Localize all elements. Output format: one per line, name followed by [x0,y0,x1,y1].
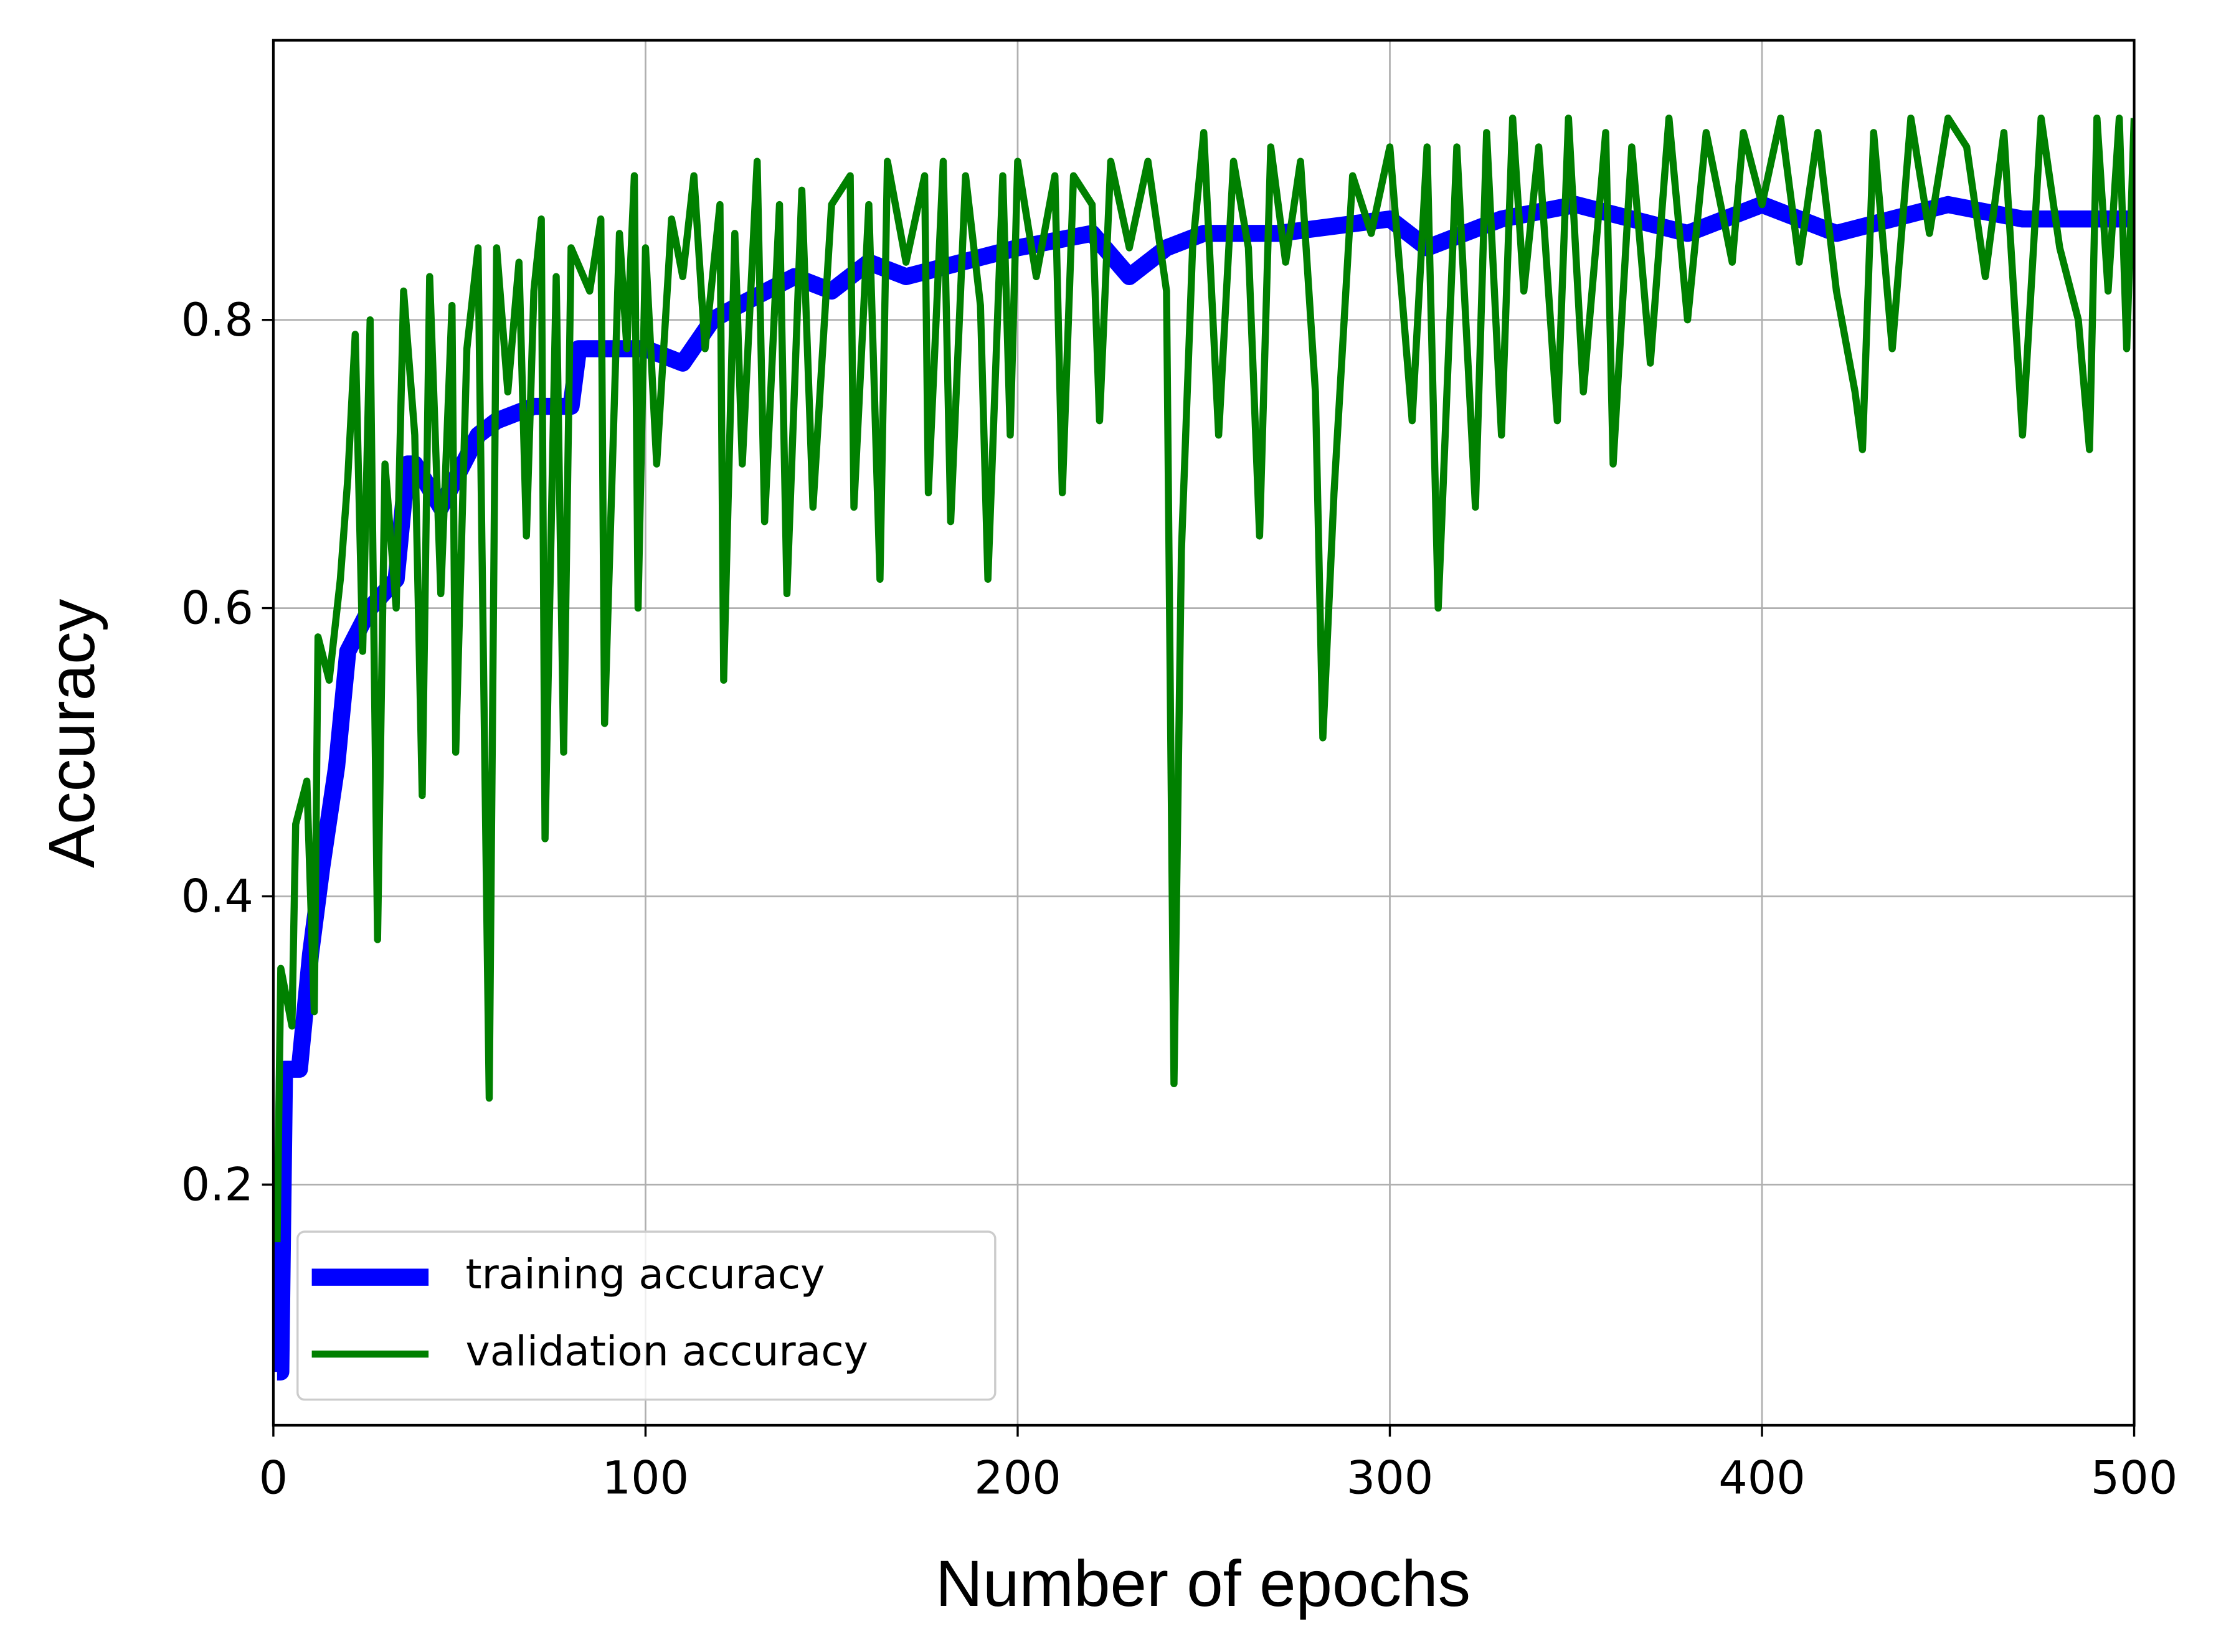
legend: training accuracy validation accuracy [296,1230,997,1401]
x-tick-label: 400 [1718,1452,1806,1505]
x-tick-label: 500 [2091,1452,2178,1505]
y-axis-title: Accuracy [36,598,108,868]
legend-label: training accuracy [465,1250,825,1298]
y-tick-label: 0.4 [181,871,253,923]
x-tick-label: 100 [602,1452,689,1505]
x-axis-title: Number of epochs [935,1547,1470,1620]
line-series [273,114,2134,1243]
x-tick-label: 200 [974,1452,1061,1505]
y-tick-label: 0.2 [181,1158,253,1211]
y-tick-label: 0.6 [181,582,253,635]
line-series [273,196,2134,1381]
y-tick-label: 0.8 [181,294,253,347]
x-tick-label: 0 [259,1452,288,1505]
legend-box [296,1230,997,1401]
legend-label: validation accuracy [465,1327,868,1376]
plot-frame [272,39,2136,1427]
x-tick-label: 300 [1347,1452,1434,1505]
